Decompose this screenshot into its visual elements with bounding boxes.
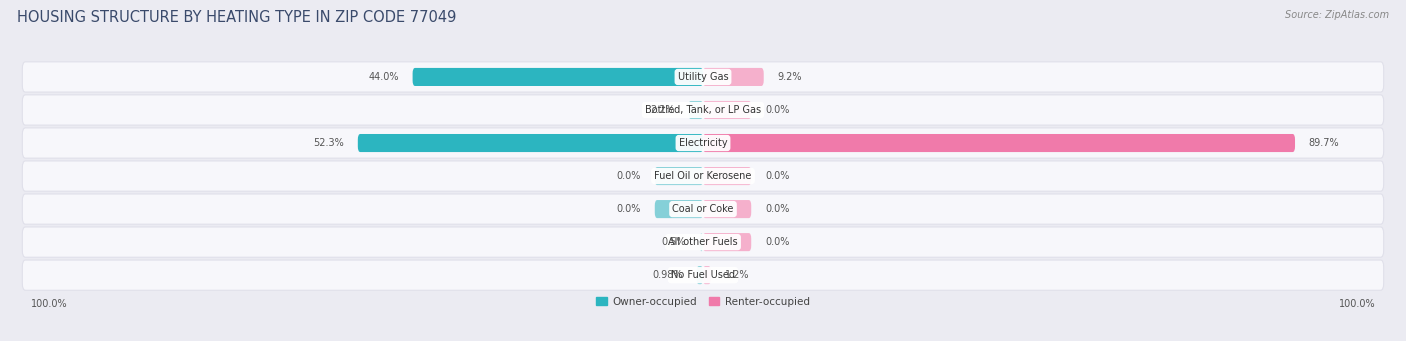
FancyBboxPatch shape (655, 167, 703, 185)
Text: 89.7%: 89.7% (1309, 138, 1340, 148)
Text: 100.0%: 100.0% (1339, 298, 1375, 309)
FancyBboxPatch shape (700, 233, 703, 251)
FancyBboxPatch shape (703, 233, 751, 251)
Text: 0.98%: 0.98% (652, 270, 683, 280)
FancyBboxPatch shape (703, 266, 711, 284)
Text: 0.0%: 0.0% (617, 204, 641, 214)
FancyBboxPatch shape (703, 200, 751, 218)
Text: Source: ZipAtlas.com: Source: ZipAtlas.com (1285, 10, 1389, 20)
Text: 44.0%: 44.0% (368, 72, 399, 82)
FancyBboxPatch shape (357, 134, 703, 152)
FancyBboxPatch shape (22, 95, 1384, 125)
FancyBboxPatch shape (22, 161, 1384, 191)
FancyBboxPatch shape (655, 200, 703, 218)
Text: 0.0%: 0.0% (765, 105, 789, 115)
FancyBboxPatch shape (689, 101, 703, 119)
FancyBboxPatch shape (22, 227, 1384, 257)
Text: 100.0%: 100.0% (31, 298, 67, 309)
Text: 0.0%: 0.0% (617, 171, 641, 181)
Text: 0.0%: 0.0% (765, 171, 789, 181)
FancyBboxPatch shape (412, 68, 703, 86)
Text: Bottled, Tank, or LP Gas: Bottled, Tank, or LP Gas (645, 105, 761, 115)
Text: Fuel Oil or Kerosene: Fuel Oil or Kerosene (654, 171, 752, 181)
FancyBboxPatch shape (703, 167, 751, 185)
Text: HOUSING STRUCTURE BY HEATING TYPE IN ZIP CODE 77049: HOUSING STRUCTURE BY HEATING TYPE IN ZIP… (17, 10, 456, 25)
Text: Utility Gas: Utility Gas (678, 72, 728, 82)
Text: 2.2%: 2.2% (650, 105, 675, 115)
Text: 52.3%: 52.3% (314, 138, 344, 148)
FancyBboxPatch shape (703, 68, 763, 86)
Text: Coal or Coke: Coal or Coke (672, 204, 734, 214)
FancyBboxPatch shape (22, 194, 1384, 224)
FancyBboxPatch shape (703, 134, 1295, 152)
Text: 0.0%: 0.0% (765, 237, 789, 247)
Text: All other Fuels: All other Fuels (668, 237, 738, 247)
Text: Electricity: Electricity (679, 138, 727, 148)
Text: 1.2%: 1.2% (724, 270, 749, 280)
FancyBboxPatch shape (22, 260, 1384, 290)
FancyBboxPatch shape (703, 101, 751, 119)
Text: 9.2%: 9.2% (778, 72, 801, 82)
Text: 0.0%: 0.0% (765, 204, 789, 214)
Text: No Fuel Used: No Fuel Used (671, 270, 735, 280)
FancyBboxPatch shape (22, 62, 1384, 92)
FancyBboxPatch shape (22, 128, 1384, 158)
FancyBboxPatch shape (696, 266, 703, 284)
Legend: Owner-occupied, Renter-occupied: Owner-occupied, Renter-occupied (596, 297, 810, 307)
Text: 0.5%: 0.5% (661, 237, 686, 247)
